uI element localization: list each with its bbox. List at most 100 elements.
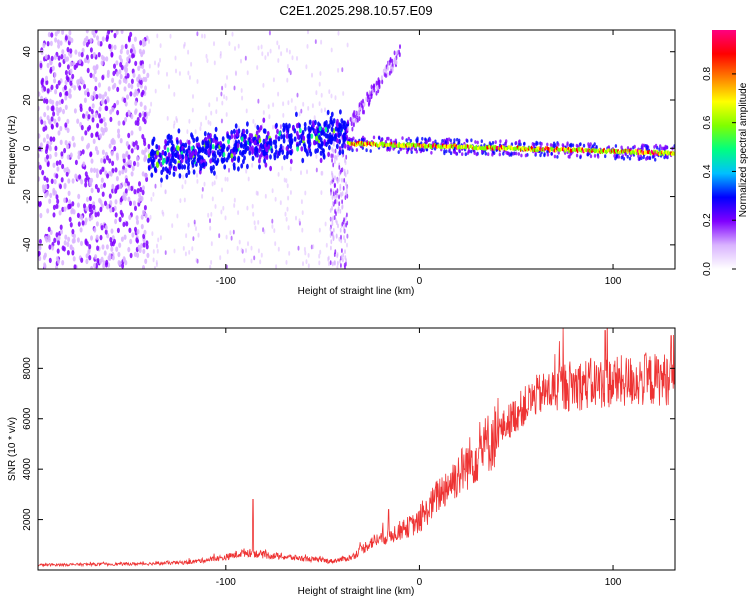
spectral-cell bbox=[620, 155, 623, 160]
spectral-cell bbox=[66, 46, 70, 53]
spectral-cell bbox=[391, 66, 394, 72]
spectral-cell bbox=[77, 221, 81, 227]
spectral-cell bbox=[64, 140, 68, 146]
spectral-cell bbox=[100, 157, 104, 164]
spectral-cell bbox=[332, 227, 335, 233]
spectral-cell bbox=[171, 223, 174, 229]
spectral-cell bbox=[49, 229, 53, 235]
spectral-cell bbox=[289, 166, 292, 172]
spectral-cell bbox=[251, 145, 254, 151]
spectral-cell bbox=[122, 157, 126, 163]
spectral-cell bbox=[293, 128, 297, 134]
spectral-cell bbox=[549, 143, 553, 147]
spectral-cell bbox=[79, 227, 83, 233]
spectral-cell bbox=[187, 222, 190, 228]
spectral-cell bbox=[339, 109, 342, 115]
spectral-cell bbox=[333, 183, 336, 189]
spectral-cell bbox=[113, 102, 117, 109]
spectral-cell bbox=[131, 43, 135, 50]
spectral-cell bbox=[58, 159, 62, 166]
spectral-cell bbox=[301, 210, 304, 216]
spectral-cell bbox=[377, 77, 380, 83]
spectral-cell bbox=[453, 150, 457, 155]
spectral-cell bbox=[324, 221, 327, 227]
spectral-cell bbox=[127, 181, 130, 187]
spectral-cell bbox=[285, 124, 289, 131]
spectral-cell bbox=[208, 102, 211, 108]
spectral-cell bbox=[57, 258, 61, 265]
spectral-cell bbox=[665, 145, 668, 150]
spectral-cell bbox=[234, 123, 238, 129]
spectral-cell bbox=[122, 191, 126, 197]
spectral-cell bbox=[55, 173, 59, 179]
spectral-cell bbox=[165, 174, 169, 180]
spectral-cell bbox=[251, 155, 255, 162]
spectral-cell bbox=[188, 250, 191, 255]
spectral-cell bbox=[167, 152, 171, 158]
spectral-cell bbox=[152, 257, 155, 263]
spectral-cell bbox=[298, 123, 301, 129]
spectral-cell bbox=[388, 147, 391, 152]
spectral-cell bbox=[124, 116, 128, 123]
spectral-cell bbox=[518, 140, 521, 144]
spectral-cell bbox=[109, 171, 113, 177]
spectral-cell bbox=[230, 153, 234, 159]
spectral-cell bbox=[499, 139, 502, 144]
spectral-cell bbox=[91, 117, 95, 123]
spectral-cell bbox=[493, 151, 496, 156]
spectral-cell bbox=[371, 89, 374, 95]
spectral-cell bbox=[250, 258, 253, 264]
spectral-cell bbox=[102, 263, 106, 269]
spectral-cell bbox=[191, 150, 195, 156]
spectral-cell bbox=[248, 141, 252, 147]
spectral-cell bbox=[178, 154, 182, 160]
spectral-cell bbox=[491, 152, 494, 157]
spectral-cell bbox=[543, 153, 546, 158]
spectral-cell bbox=[78, 174, 82, 180]
spectral-cell bbox=[343, 178, 346, 183]
spectral-cell bbox=[130, 171, 134, 177]
spectral-cell bbox=[130, 185, 134, 192]
spectral-cell bbox=[307, 253, 310, 258]
spectral-cell bbox=[73, 85, 77, 91]
spectral-cell bbox=[139, 101, 143, 107]
spectral-cell bbox=[196, 31, 199, 37]
spectral-cell bbox=[341, 67, 344, 73]
spectral-cell bbox=[286, 183, 289, 189]
spectral-cell bbox=[142, 242, 146, 248]
spectral-cell bbox=[130, 148, 134, 154]
spectral-cell bbox=[268, 114, 271, 120]
spectral-cell bbox=[201, 162, 205, 169]
spectral-cell bbox=[207, 212, 210, 218]
spectral-cell bbox=[80, 135, 84, 142]
spectral-cell bbox=[575, 143, 579, 148]
spectral-cell bbox=[39, 142, 43, 148]
spectral-cell bbox=[474, 140, 477, 144]
spectral-cell bbox=[134, 100, 138, 106]
spectral-cell bbox=[341, 123, 345, 129]
spectral-cell bbox=[46, 133, 50, 140]
spectral-cell bbox=[87, 114, 91, 120]
spectral-cell bbox=[38, 200, 42, 207]
spectral-cell bbox=[94, 183, 98, 190]
spectral-cell bbox=[461, 152, 464, 157]
spectral-cell bbox=[64, 79, 68, 86]
spectral-cell bbox=[282, 138, 286, 144]
spectral-cell bbox=[120, 236, 124, 242]
spectral-cell bbox=[289, 133, 293, 139]
spectral-cell bbox=[288, 49, 291, 55]
spectral-cell bbox=[113, 44, 117, 50]
spectral-cell bbox=[196, 79, 199, 84]
spectral-cell bbox=[129, 238, 133, 245]
spectral-cell bbox=[106, 72, 110, 79]
spectral-cell bbox=[325, 141, 328, 148]
spectral-cell bbox=[113, 238, 116, 245]
spectral-cell bbox=[95, 94, 99, 100]
spectral-cell bbox=[313, 140, 316, 146]
spectral-cell bbox=[126, 94, 129, 100]
spectral-cell bbox=[301, 129, 305, 136]
spectral-cell bbox=[343, 143, 347, 149]
spectral-cell bbox=[219, 255, 222, 261]
spectral-cell bbox=[575, 153, 579, 158]
